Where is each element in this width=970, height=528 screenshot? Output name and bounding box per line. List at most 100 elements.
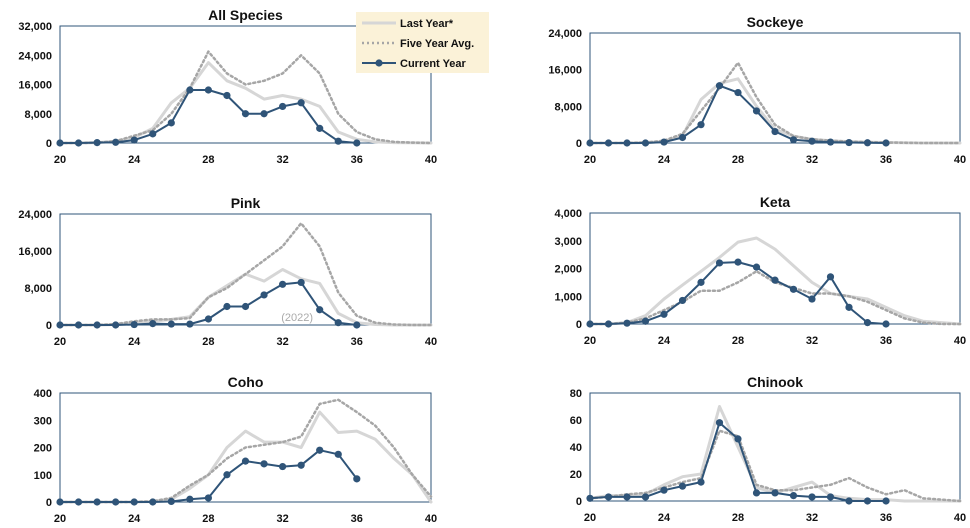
series-five-year-avg: [58, 222, 433, 327]
x-tick-label: 24: [658, 154, 671, 166]
data-point: [678, 296, 687, 305]
data-point: [316, 306, 324, 314]
data-point: [241, 302, 250, 311]
data-point: [186, 320, 194, 328]
y-tick-label: 32,000: [18, 21, 52, 33]
series-last-year: [588, 236, 962, 326]
annotation-label: (2022): [281, 312, 313, 324]
data-point: [93, 498, 101, 506]
data-point: [623, 493, 631, 501]
legend-marker: [375, 59, 383, 67]
x-tick-label: 20: [54, 513, 66, 525]
data-point: [752, 263, 761, 271]
y-tick-label: 24,000: [18, 209, 52, 221]
y-tick-label: 3,000: [554, 236, 582, 248]
x-tick-label: 36: [880, 154, 892, 166]
chart-title: Coho: [228, 374, 264, 390]
data-point: [715, 259, 724, 267]
x-tick-label: 32: [276, 336, 288, 348]
x-tick-label: 28: [202, 336, 214, 348]
data-point: [808, 493, 816, 501]
data-point: [186, 86, 194, 94]
data-point: [863, 139, 872, 147]
x-tick-label: 32: [806, 512, 818, 524]
x-tick-label: 40: [425, 154, 437, 166]
x-tick-label: 20: [584, 512, 596, 524]
x-tick-label: 20: [584, 335, 596, 347]
plot-frame: [589, 32, 961, 144]
data-point: [204, 494, 212, 502]
y-tick-label: 24,000: [548, 28, 582, 40]
data-point: [297, 278, 305, 287]
data-point: [771, 127, 779, 136]
data-point: [586, 139, 594, 147]
chart-sockeye: Sockeye 0 8,000 16,000 24,000 20 24 28 32 36 40: [548, 14, 966, 166]
y-tick-label: 0: [576, 138, 582, 150]
x-tick-label: 32: [276, 513, 288, 525]
x-tick-label: 20: [54, 154, 66, 166]
data-point: [186, 495, 194, 503]
data-point: [56, 139, 64, 147]
data-point: [697, 478, 705, 486]
data-point: [74, 321, 83, 329]
x-tick-label: 36: [351, 336, 363, 348]
data-point: [334, 319, 342, 327]
y-tick-label: 8,000: [554, 101, 582, 113]
data-point: [789, 285, 798, 293]
chart-pink: Pink 0 8,000 16,000 24,000 20 24 28 32 36 40 (2022): [18, 195, 437, 348]
data-point: [167, 320, 175, 328]
data-point: [204, 315, 212, 323]
data-point: [697, 278, 705, 286]
y-tick-label: 24,000: [18, 50, 52, 62]
x-tick-label: 32: [276, 154, 288, 166]
data-point: [845, 303, 853, 311]
data-point: [604, 493, 613, 501]
x-tick-label: 28: [732, 335, 744, 347]
chart-title: Chinook: [747, 374, 803, 390]
x-tick-label: 24: [658, 512, 671, 524]
data-point: [586, 494, 594, 502]
data-point: [353, 321, 361, 329]
data-point: [882, 139, 890, 147]
series-five-year-avg: [58, 398, 433, 504]
series-last-year: [58, 268, 433, 327]
series-current-year: [589, 421, 887, 502]
x-tick-label: 32: [806, 335, 818, 347]
chart-title: Pink: [231, 195, 261, 211]
x-tick-label: 36: [351, 513, 363, 525]
x-tick-label: 40: [954, 512, 966, 524]
plot-frame: [59, 25, 432, 144]
data-point: [678, 482, 687, 490]
x-tick-label: 36: [351, 154, 363, 166]
data-point: [604, 139, 613, 147]
x-tick-label: 28: [202, 154, 214, 166]
y-tick-label: 0: [46, 320, 52, 332]
y-tick-label: 0: [46, 497, 52, 509]
data-point: [149, 320, 157, 328]
plot-frame: [589, 212, 961, 325]
data-point: [845, 497, 853, 505]
x-tick-label: 40: [425, 513, 437, 525]
y-tick-label: 16,000: [18, 80, 52, 92]
data-point: [334, 137, 342, 145]
series-five-year-avg: [58, 50, 433, 145]
x-tick-label: 40: [954, 335, 966, 347]
data-point: [353, 475, 361, 483]
data-point: [93, 139, 101, 147]
data-point: [623, 139, 631, 147]
data-point: [297, 99, 305, 107]
data-point: [149, 130, 157, 138]
data-point: [130, 136, 138, 144]
series-last-year: [588, 405, 962, 503]
data-point: [752, 107, 761, 115]
data-point: [863, 319, 872, 327]
legend-label: Five Year Avg.: [400, 38, 474, 50]
x-tick-label: 24: [128, 336, 141, 348]
y-tick-label: 8,000: [24, 283, 52, 295]
chart-title: Keta: [760, 194, 791, 210]
data-point: [586, 320, 594, 328]
data-point: [241, 110, 250, 118]
x-tick-label: 36: [880, 512, 892, 524]
data-point: [167, 119, 175, 127]
x-tick-label: 28: [732, 154, 744, 166]
